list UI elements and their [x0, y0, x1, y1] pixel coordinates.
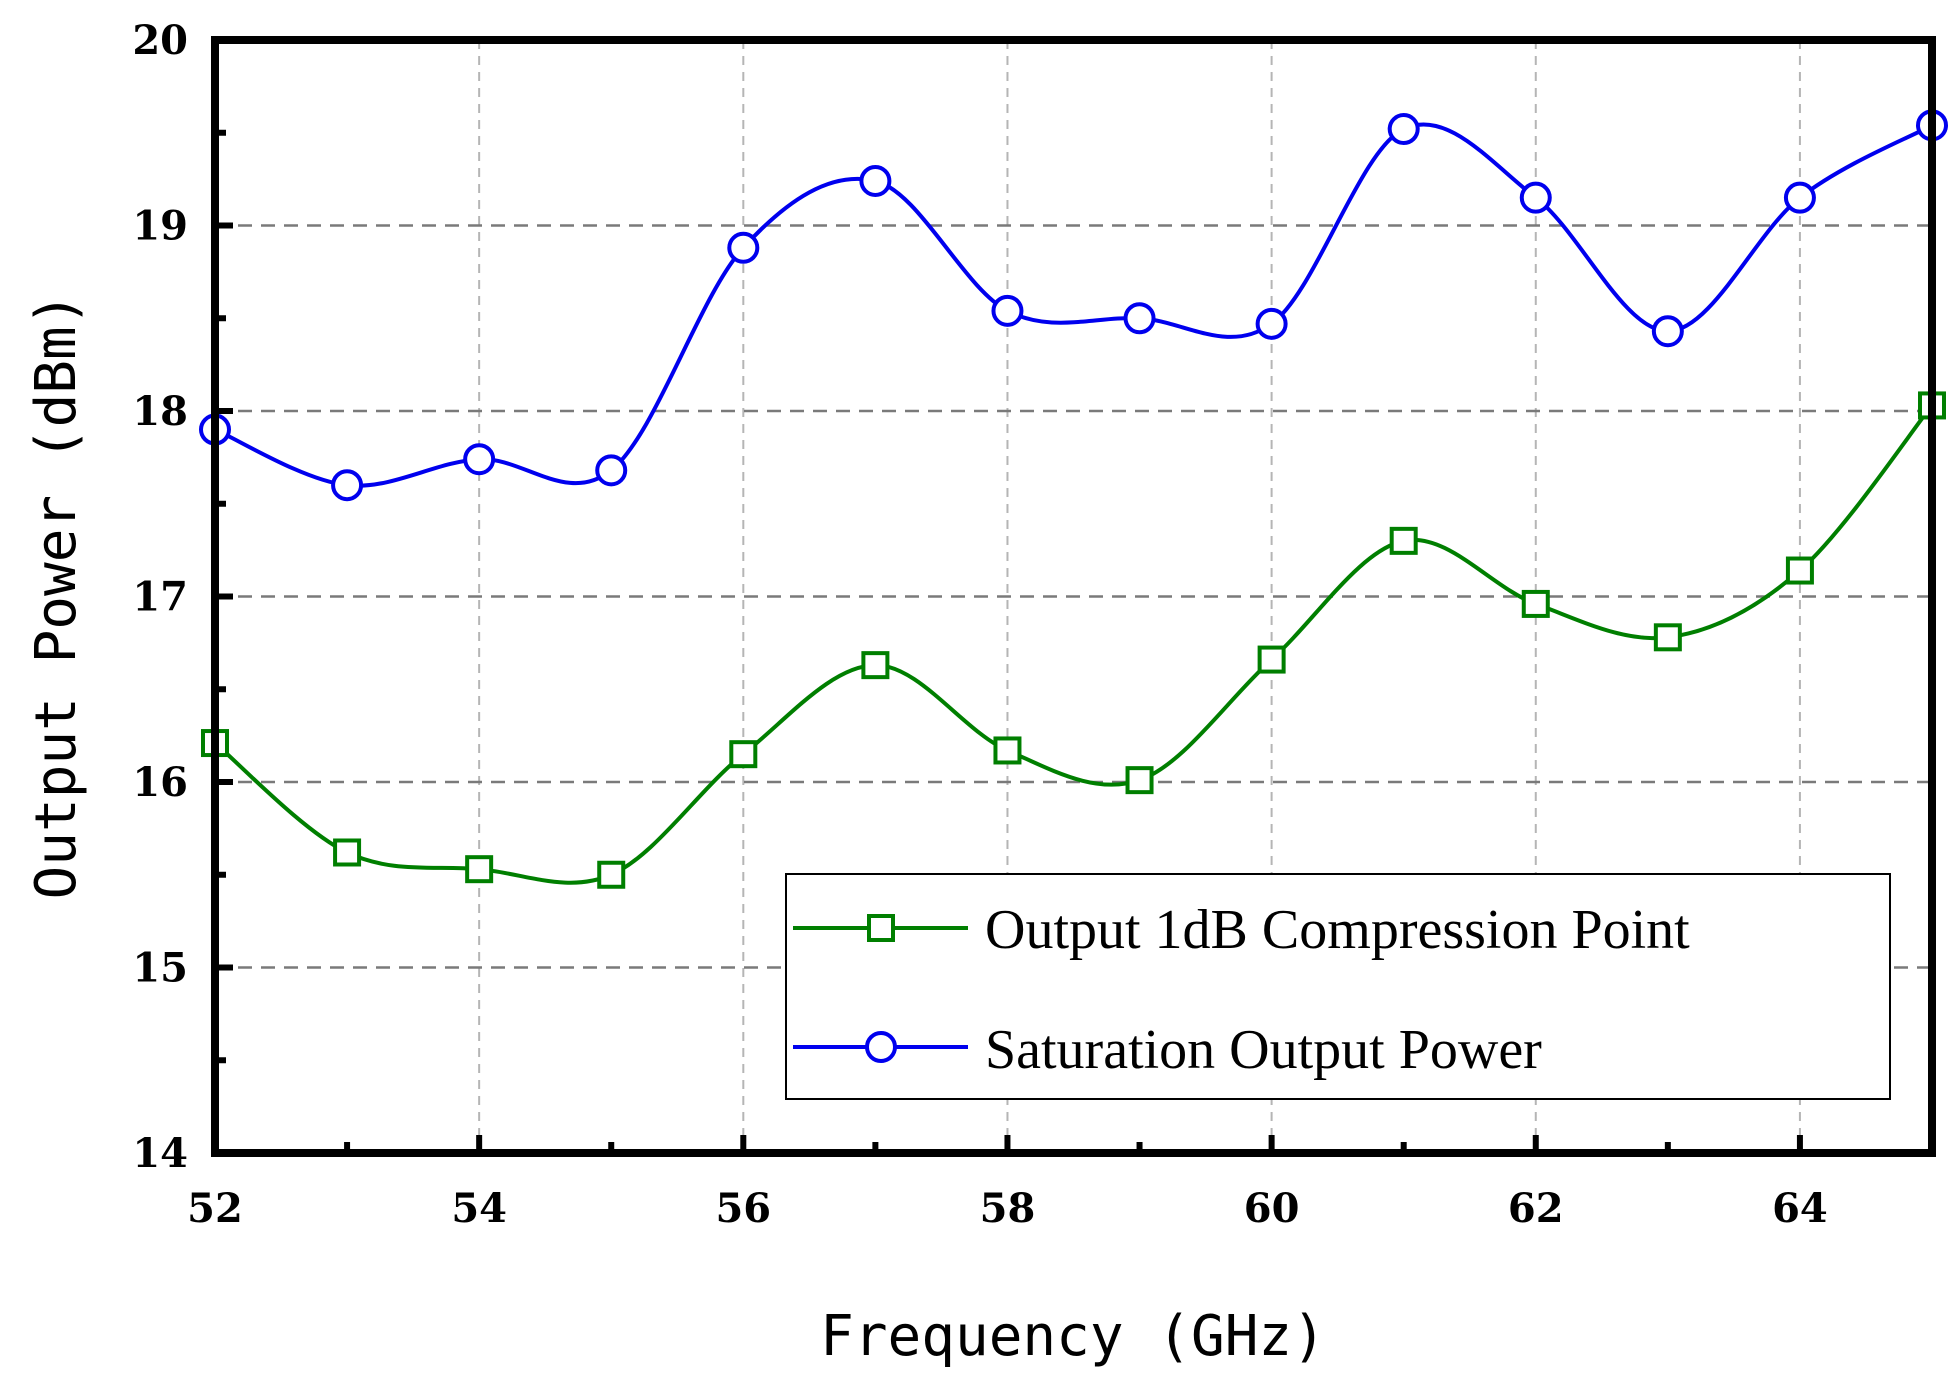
- data-point-square: [1257, 645, 1286, 674]
- x-tick-label: 58: [980, 1185, 1036, 1232]
- y-tick-label: 14: [132, 1130, 188, 1177]
- legend-marker-psat: [865, 1031, 897, 1063]
- data-point-square: [1125, 766, 1154, 795]
- y-tick-label: 18: [132, 388, 188, 435]
- data-point-circle: [1519, 181, 1552, 214]
- legend-label-psat: Saturation Output Power: [985, 1019, 1542, 1081]
- data-point-square: [1653, 623, 1682, 652]
- data-point-square: [597, 860, 626, 889]
- data-point-circle: [1255, 307, 1288, 340]
- data-point-square: [861, 651, 890, 680]
- x-tick-label: 60: [1244, 1185, 1300, 1232]
- x-tick-label: 52: [187, 1185, 243, 1232]
- y-axis-title: Output Power (dBm): [24, 293, 89, 900]
- x-tick-label: 56: [715, 1185, 771, 1232]
- data-point-square: [1389, 526, 1418, 555]
- x-axis-title: Frequency (GHz): [820, 1304, 1326, 1369]
- x-tick-label: 64: [1772, 1185, 1828, 1232]
- data-point-square: [333, 838, 362, 867]
- data-point-circle: [595, 454, 628, 487]
- y-tick-label: 19: [132, 203, 188, 250]
- data-point-circle: [1387, 113, 1420, 146]
- data-point-square: [729, 740, 758, 769]
- y-tick-label: 20: [132, 17, 188, 64]
- y-tick-label: 15: [132, 945, 188, 992]
- axis-ticks: [212, 37, 1935, 1156]
- legend-box: [785, 873, 1891, 1100]
- data-point-circle: [1651, 315, 1684, 348]
- tick-labels: 52 54 56 58 60 62 64 14 15 16 17 18 19 20: [132, 17, 1827, 1232]
- legend-label-p1db: Output 1dB Compression Point: [985, 899, 1690, 961]
- data-point-square: [993, 736, 1022, 765]
- series-layer: [199, 109, 1948, 889]
- data-point-square: [465, 855, 494, 884]
- x-tick-label: 54: [451, 1185, 507, 1232]
- data-point-circle: [859, 164, 892, 197]
- data-point-circle: [1123, 302, 1156, 335]
- data-point-circle: [1783, 181, 1816, 214]
- data-point-circle: [991, 294, 1024, 327]
- y-tick-label: 16: [132, 759, 188, 806]
- data-point-square: [1521, 589, 1550, 618]
- x-tick-label: 62: [1508, 1185, 1564, 1232]
- data-point-circle: [727, 231, 760, 264]
- data-point-square: [1785, 556, 1814, 585]
- y-tick-label: 17: [132, 574, 188, 621]
- data-point-circle: [463, 443, 496, 476]
- legend: Output 1dB Compression Point Saturation …: [785, 873, 1891, 1100]
- legend-marker-p1db: [867, 914, 895, 942]
- data-point-circle: [331, 469, 364, 502]
